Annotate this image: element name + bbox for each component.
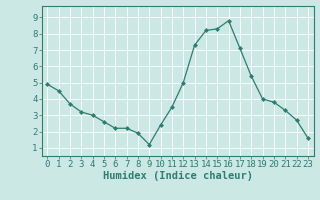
X-axis label: Humidex (Indice chaleur): Humidex (Indice chaleur) [103,171,252,181]
